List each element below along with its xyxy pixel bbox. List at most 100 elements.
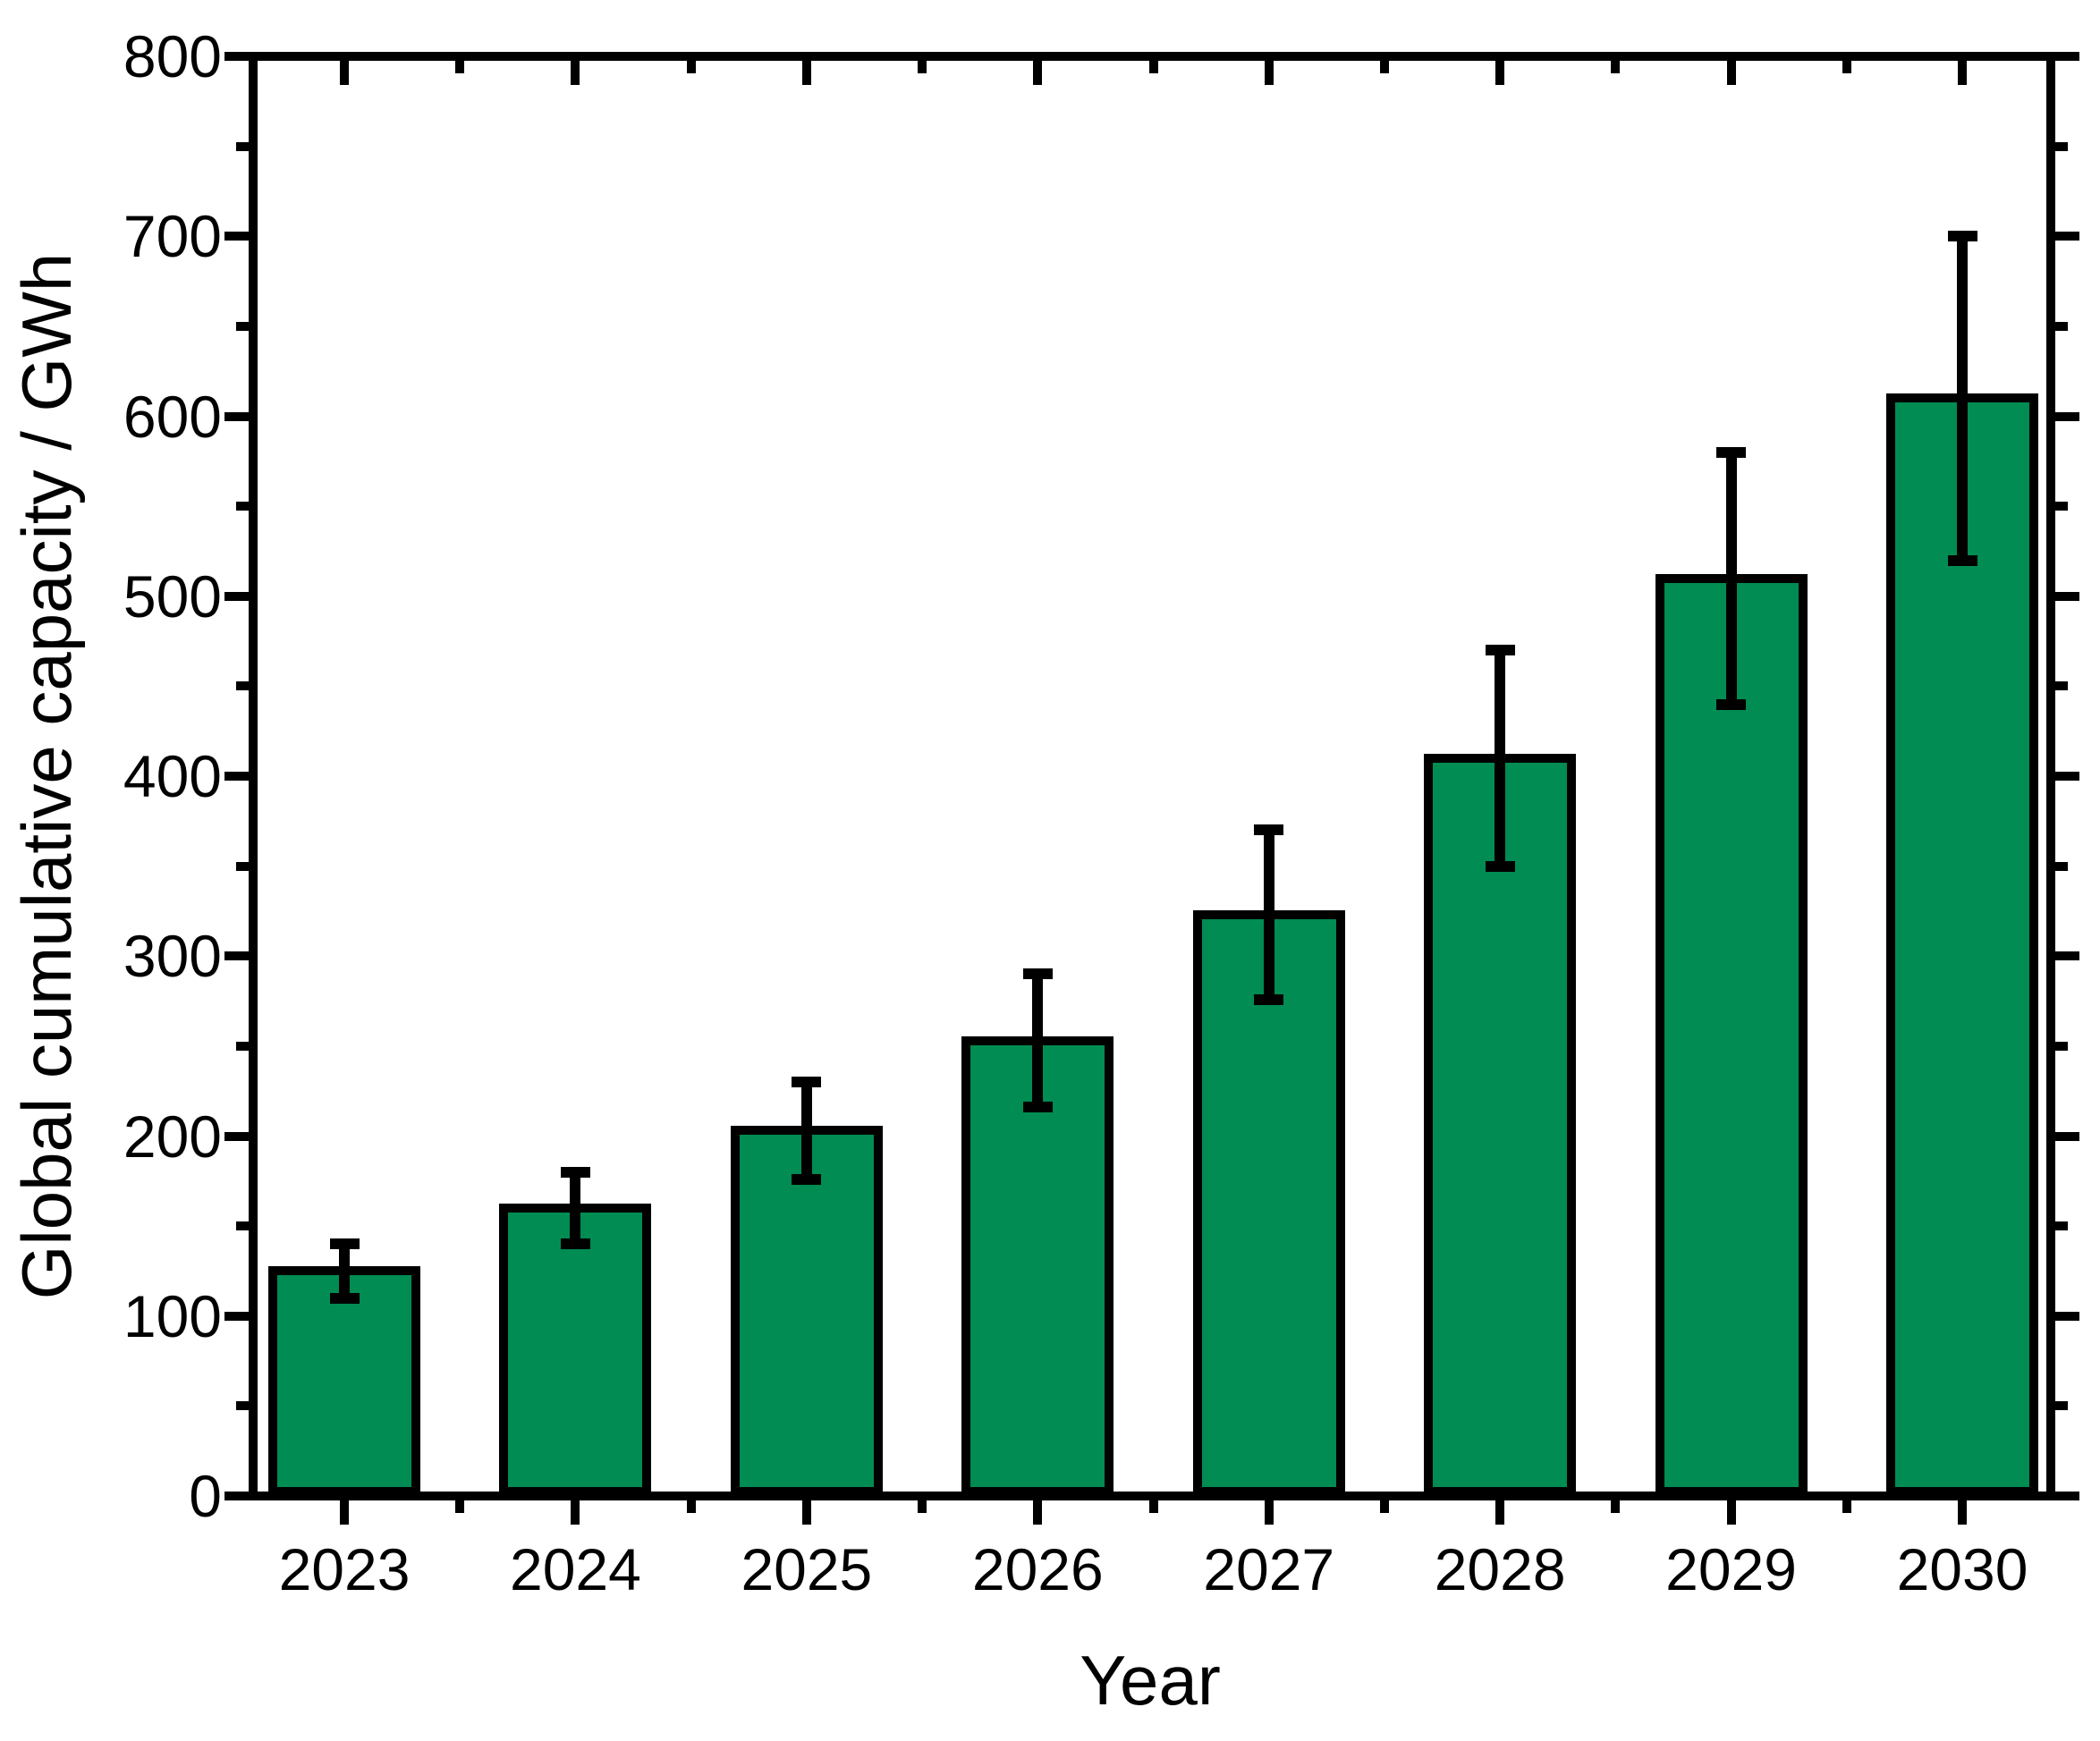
y-major-tick-right-400 — [2055, 772, 2079, 781]
bar-2025 — [730, 1126, 883, 1496]
error-cap-top-2024 — [560, 1166, 590, 1178]
error-bar-2025 — [800, 1082, 812, 1179]
error-bar-2024 — [570, 1171, 581, 1245]
y-tick-label-400: 400 — [123, 743, 222, 809]
error-bar-2026 — [1032, 974, 1044, 1108]
y-major-tick-right-600 — [2055, 411, 2079, 421]
x-minor-tick-bottom-4 — [1379, 1500, 1389, 1513]
x-tick-label-2029: 2029 — [1665, 1536, 1797, 1602]
y-minor-tick-right-350 — [2055, 861, 2068, 871]
error-cap-bottom-2029 — [1716, 698, 1747, 710]
y-major-tick-left-0 — [224, 1492, 249, 1500]
error-cap-bottom-2023 — [329, 1292, 360, 1304]
x-tick-label-2028: 2028 — [1434, 1536, 1566, 1602]
x-tick-label-2030: 2030 — [1896, 1536, 2028, 1602]
x-major-tick-top-2028 — [1495, 61, 1505, 85]
y-major-tick-right-500 — [2055, 591, 2079, 601]
x-major-tick-top-2029 — [1726, 61, 1736, 85]
y-minor-tick-right-450 — [2055, 681, 2068, 691]
y-major-tick-right-100 — [2055, 1311, 2079, 1321]
y-minor-tick-right-250 — [2055, 1041, 2068, 1051]
error-bar-2029 — [1725, 452, 1737, 705]
x-minor-tick-top-4 — [1379, 61, 1389, 73]
y-minor-tick-left-350 — [236, 861, 249, 871]
error-bar-2028 — [1495, 650, 1506, 866]
x-major-tick-top-2024 — [571, 61, 580, 85]
y-minor-tick-left-750 — [236, 141, 249, 151]
y-tick-label-300: 300 — [123, 923, 222, 990]
y-tick-label-200: 200 — [123, 1103, 222, 1170]
y-minor-tick-left-650 — [236, 321, 249, 331]
y-major-tick-left-200 — [224, 1131, 249, 1141]
y-major-tick-right-0 — [2055, 1492, 2079, 1500]
x-major-tick-top-2026 — [1033, 61, 1043, 85]
y-minor-tick-right-550 — [2055, 502, 2068, 511]
x-minor-tick-top-2 — [918, 61, 927, 73]
x-minor-tick-bottom-1 — [686, 1500, 696, 1513]
x-major-tick-bottom-2023 — [340, 1500, 349, 1525]
y-minor-tick-left-450 — [236, 681, 249, 691]
x-minor-tick-bottom-3 — [1148, 1500, 1158, 1513]
y-tick-label-100: 100 — [123, 1282, 222, 1349]
x-minor-tick-bottom-2 — [918, 1500, 927, 1513]
x-tick-label-2023: 2023 — [278, 1536, 411, 1602]
y-major-tick-right-800 — [2055, 52, 2079, 61]
x-major-tick-bottom-2024 — [571, 1500, 580, 1525]
y-minor-tick-right-150 — [2055, 1221, 2068, 1231]
x-minor-tick-bottom-6 — [1842, 1500, 1851, 1513]
y-major-tick-left-300 — [224, 951, 249, 961]
y-major-tick-left-700 — [224, 232, 249, 241]
error-bar-2030 — [1957, 236, 1968, 561]
y-minor-tick-right-50 — [2055, 1401, 2068, 1411]
error-cap-bottom-2030 — [1947, 554, 1977, 566]
y-minor-tick-left-50 — [236, 1401, 249, 1411]
y-minor-tick-left-150 — [236, 1221, 249, 1231]
bar-2028 — [1424, 753, 1577, 1496]
error-cap-top-2025 — [792, 1077, 822, 1088]
x-minor-tick-top-0 — [455, 61, 465, 73]
y-major-tick-left-100 — [224, 1311, 249, 1321]
y-major-tick-left-600 — [224, 411, 249, 421]
y-tick-label-500: 500 — [123, 562, 222, 630]
x-major-tick-top-2030 — [1958, 61, 1967, 85]
y-tick-label-0: 0 — [189, 1463, 222, 1529]
error-cap-bottom-2028 — [1485, 860, 1515, 872]
x-major-tick-bottom-2025 — [801, 1500, 811, 1525]
error-cap-bottom-2024 — [560, 1238, 590, 1250]
error-cap-top-2023 — [329, 1238, 360, 1250]
y-major-tick-right-200 — [2055, 1131, 2079, 1141]
x-minor-tick-bottom-5 — [1611, 1500, 1621, 1513]
x-minor-tick-bottom-0 — [455, 1500, 465, 1513]
error-cap-top-2026 — [1022, 968, 1053, 980]
error-cap-top-2030 — [1947, 231, 1977, 242]
error-cap-bottom-2026 — [1022, 1102, 1053, 1113]
error-bar-2027 — [1263, 830, 1274, 1000]
error-cap-bottom-2025 — [792, 1173, 822, 1185]
y-major-tick-right-300 — [2055, 951, 2079, 961]
y-minor-tick-right-750 — [2055, 141, 2068, 151]
y-tick-label-600: 600 — [123, 383, 222, 450]
x-major-tick-bottom-2027 — [1264, 1500, 1274, 1525]
x-minor-tick-top-1 — [686, 61, 696, 73]
x-major-tick-top-2025 — [801, 61, 811, 85]
x-major-tick-bottom-2028 — [1495, 1500, 1505, 1525]
y-major-tick-left-400 — [224, 772, 249, 781]
x-minor-tick-top-5 — [1611, 61, 1621, 73]
y-minor-tick-left-550 — [236, 502, 249, 511]
y-tick-label-800: 800 — [123, 23, 222, 89]
x-major-tick-top-2023 — [340, 61, 349, 85]
y-tick-label-700: 700 — [123, 203, 222, 270]
x-axis-title: Year — [1080, 1641, 1221, 1720]
error-cap-top-2029 — [1716, 446, 1747, 458]
x-major-tick-bottom-2029 — [1726, 1500, 1736, 1525]
x-major-tick-bottom-2030 — [1958, 1500, 1967, 1525]
y-major-tick-left-500 — [224, 591, 249, 601]
x-tick-label-2024: 2024 — [510, 1536, 641, 1602]
error-cap-top-2027 — [1254, 824, 1284, 836]
x-minor-tick-top-3 — [1148, 61, 1158, 73]
bar-2029 — [1655, 573, 1808, 1496]
error-bar-2023 — [339, 1244, 350, 1298]
x-tick-label-2025: 2025 — [741, 1536, 873, 1602]
y-minor-tick-right-650 — [2055, 321, 2068, 331]
